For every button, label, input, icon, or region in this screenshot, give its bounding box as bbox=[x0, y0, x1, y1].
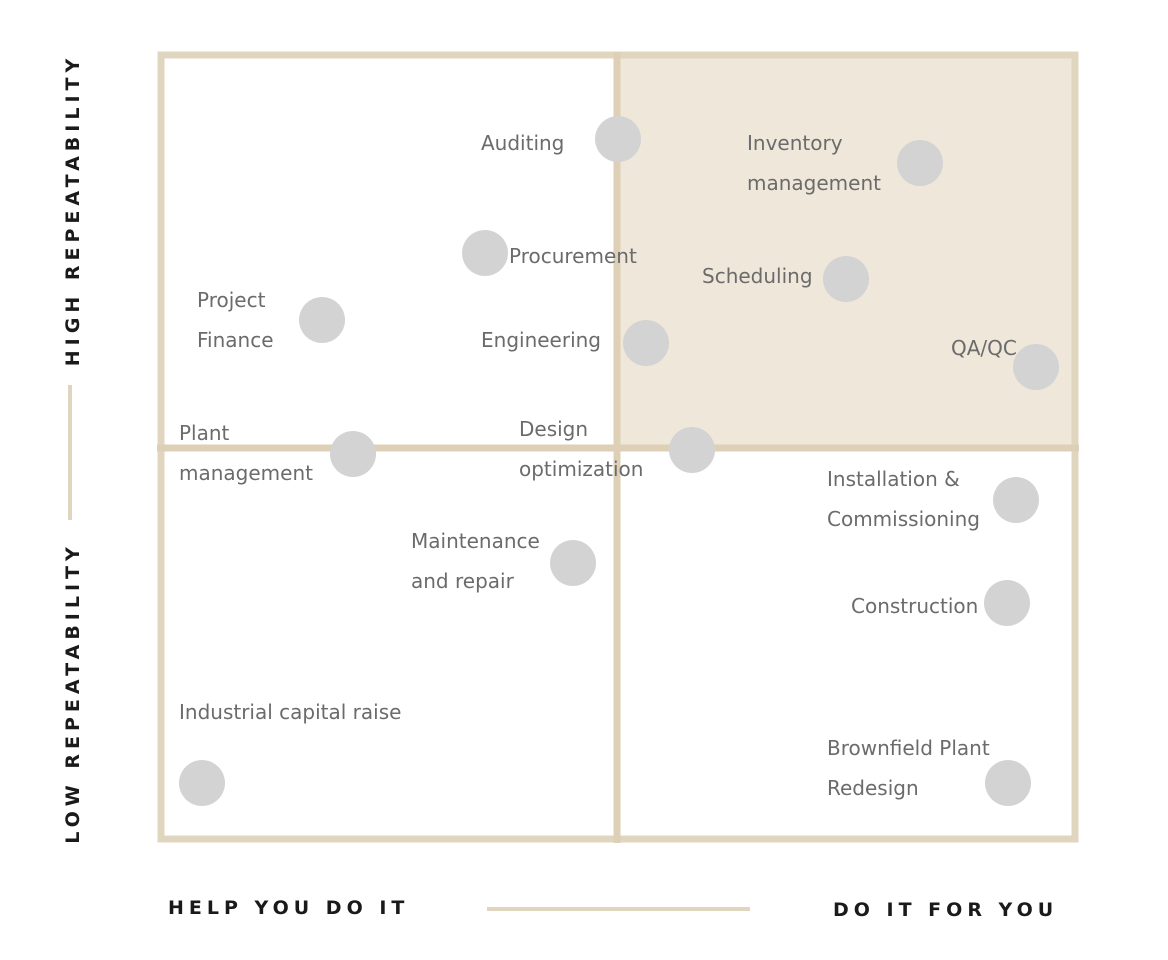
y-axis-low-label: LOW REPEATABILITY bbox=[62, 542, 84, 844]
item-dot bbox=[984, 580, 1030, 626]
item-dot bbox=[550, 540, 596, 586]
item-label: Auditing bbox=[481, 131, 564, 155]
matrix-item-engineering: Engineering bbox=[481, 320, 669, 366]
item-label-line: Engineering bbox=[481, 328, 601, 352]
item-label-line: management bbox=[179, 461, 313, 485]
item-label-line: Installation & bbox=[827, 467, 960, 491]
item-label: Engineering bbox=[481, 328, 601, 352]
matrix-item-installation-commissioning: Installation & Commissioning bbox=[827, 467, 1039, 531]
item-label: Project Finance bbox=[197, 288, 274, 352]
item-label: Plant management bbox=[179, 421, 313, 485]
item-dot bbox=[299, 297, 345, 343]
matrix-item-qa-qc: QA/QC bbox=[951, 336, 1059, 390]
matrix-item-brownfield-plant-redesign: Brownfield Plant Redesign bbox=[827, 736, 1031, 806]
item-dot bbox=[897, 140, 943, 186]
item-label: Industrial capital raise bbox=[179, 700, 401, 724]
matrix-item-project-finance: Project Finance bbox=[197, 288, 345, 352]
item-label-line: Redesign bbox=[827, 776, 919, 800]
item-label-line: QA/QC bbox=[951, 336, 1017, 360]
item-label: QA/QC bbox=[951, 336, 1017, 360]
item-dot bbox=[823, 256, 869, 302]
matrix-item-scheduling: Scheduling bbox=[702, 256, 869, 302]
item-label-line: Plant bbox=[179, 421, 230, 445]
matrix-item-procurement: Procurement bbox=[462, 230, 637, 276]
item-dot bbox=[179, 760, 225, 806]
matrix-item-design-optimization: Design optimization bbox=[519, 417, 715, 481]
item-dot bbox=[623, 320, 669, 366]
item-label: Scheduling bbox=[702, 264, 813, 288]
item-label-line: Inventory bbox=[747, 131, 843, 155]
item-dot bbox=[1013, 344, 1059, 390]
item-label-line: Industrial capital raise bbox=[179, 700, 401, 724]
item-label-line: optimization bbox=[519, 457, 643, 481]
item-label-line: Scheduling bbox=[702, 264, 813, 288]
item-label: Maintenance and repair bbox=[411, 529, 540, 593]
item-label-line: Design bbox=[519, 417, 588, 441]
x-axis-left-label: HELP YOU DO IT bbox=[168, 897, 410, 919]
item-dot bbox=[330, 431, 376, 477]
item-label-line: Brownfield Plant bbox=[827, 736, 990, 760]
matrix-item-inventory-management: Inventory management bbox=[747, 131, 943, 195]
item-dot bbox=[993, 477, 1039, 523]
matrix-item-industrial-capital-raise: Industrial capital raise bbox=[179, 700, 401, 806]
item-label-line: Construction bbox=[851, 594, 978, 618]
x-axis-right-label: DO IT FOR YOU bbox=[833, 899, 1059, 921]
item-label-line: management bbox=[747, 171, 881, 195]
item-label-line: Auditing bbox=[481, 131, 564, 155]
matrix-item-construction: Construction bbox=[851, 580, 1030, 626]
item-label-line: Finance bbox=[197, 328, 274, 352]
matrix-item-auditing: Auditing bbox=[481, 116, 641, 162]
y-axis-high-label: HIGH REPEATABILITY bbox=[62, 53, 84, 367]
item-dot bbox=[462, 230, 508, 276]
item-label-line: Maintenance bbox=[411, 529, 540, 553]
item-label: Design optimization bbox=[519, 417, 643, 481]
item-dot bbox=[985, 760, 1031, 806]
item-dot bbox=[595, 116, 641, 162]
item-dot bbox=[669, 427, 715, 473]
item-label: Procurement bbox=[509, 244, 637, 268]
highlight-quadrant bbox=[614, 52, 1078, 451]
item-label-line: Project bbox=[197, 288, 266, 312]
item-label: Installation & Commissioning bbox=[827, 467, 980, 531]
item-label: Construction bbox=[851, 594, 978, 618]
item-label-line: Procurement bbox=[509, 244, 637, 268]
matrix-item-plant-management: Plant management bbox=[179, 421, 376, 485]
item-label-line: Commissioning bbox=[827, 507, 980, 531]
item-label-line: and repair bbox=[411, 569, 515, 593]
item-label: Inventory management bbox=[747, 131, 881, 195]
item-label: Brownfield Plant Redesign bbox=[827, 736, 990, 800]
matrix-item-maintenance-and-repair: Maintenance and repair bbox=[411, 529, 596, 593]
